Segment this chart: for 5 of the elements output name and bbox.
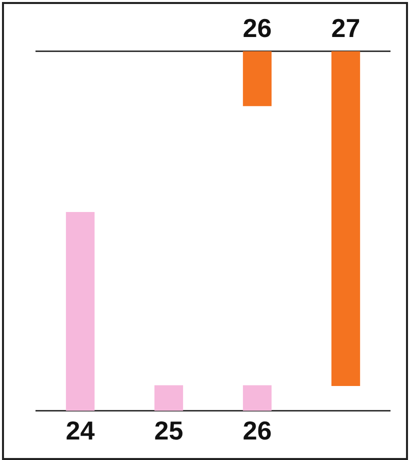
x-tick-label: 26: [242, 12, 272, 43]
x-tick-label: 25: [154, 416, 184, 446]
x-tick-label: 27: [331, 12, 360, 43]
x-tick-label: 26: [242, 416, 272, 446]
x-tick-label: 24: [66, 416, 96, 446]
